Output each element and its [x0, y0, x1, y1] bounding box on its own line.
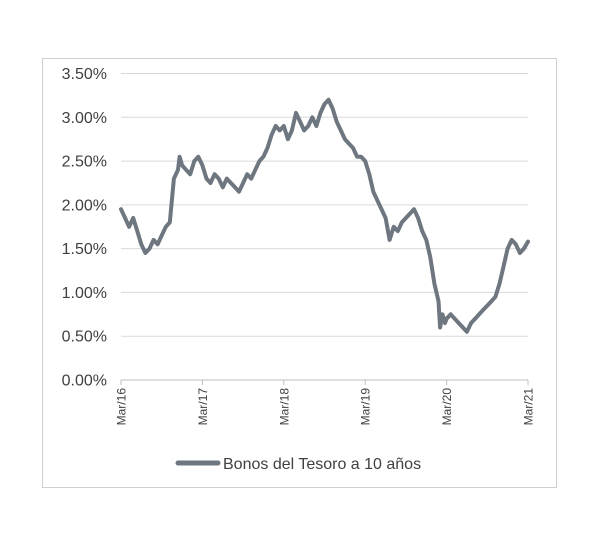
series-line	[119, 97, 530, 334]
y-tick-label: 2.00%	[62, 197, 107, 214]
legend: Bonos del Tesoro a 10 años	[175, 456, 421, 473]
y-tick-label: 0.00%	[62, 373, 107, 390]
legend-label: Bonos del Tesoro a 10 años	[223, 456, 421, 473]
x-tick-label: Mar/19	[359, 388, 373, 426]
x-tick-label: Mar/18	[277, 388, 291, 426]
y-tick-label: 3.00%	[62, 110, 107, 127]
y-tick-label: 1.50%	[62, 241, 107, 258]
y-tick-label: 0.50%	[62, 329, 107, 346]
y-tick-label: 3.50%	[62, 66, 107, 83]
grid-lines	[121, 73, 528, 337]
x-tick-label: Mar/16	[115, 388, 129, 426]
x-tick-label: Mar/20	[440, 388, 454, 426]
x-tick-label: Mar/17	[196, 388, 210, 426]
y-axis: 0.00% 0.50% 1.00% 1.50% 2.00% 2.50% 3.00% 3.50%	[62, 66, 107, 390]
y-tick-label: 1.00%	[62, 285, 107, 302]
chart-frame	[42, 58, 557, 488]
x-tick-label: Mar/21	[522, 388, 536, 426]
x-axis: Mar/16 Mar/17 Mar/18 Mar/19 Mar/20 Mar/21	[115, 380, 536, 425]
series-layer	[119, 97, 530, 334]
y-tick-label: 2.50%	[62, 154, 107, 171]
